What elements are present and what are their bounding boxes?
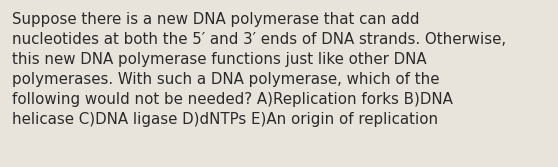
Text: Suppose there is a new DNA polymerase that can add
nucleotides at both the 5′ an: Suppose there is a new DNA polymerase th…: [12, 12, 506, 127]
